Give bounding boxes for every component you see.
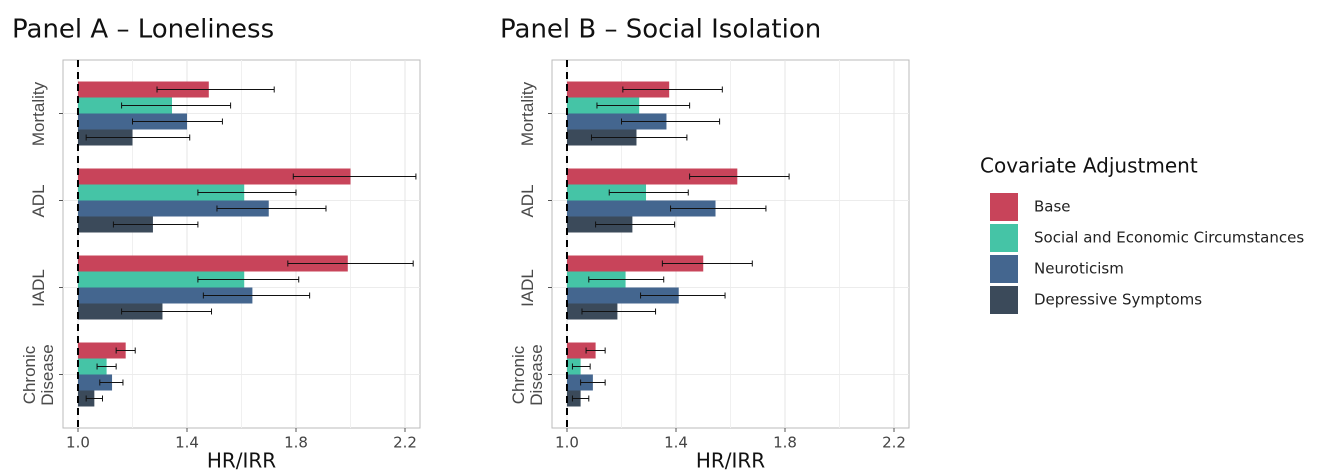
legend-swatch	[990, 286, 1018, 314]
error-bar	[96, 363, 117, 370]
legend-label: Social and Economic Circumstances	[1034, 229, 1304, 247]
bar	[77, 374, 113, 391]
legend-swatch	[990, 224, 1018, 252]
error-bar	[581, 308, 657, 315]
legend-label: Base	[1034, 198, 1071, 216]
bar	[77, 303, 163, 320]
error-bar	[661, 260, 753, 267]
y-tick-label: Chronic Disease	[20, 343, 57, 406]
error-bar	[580, 379, 606, 386]
error-bar	[131, 118, 223, 125]
x-tick-label: 1.0	[66, 434, 90, 452]
x-tick-label: 2.2	[393, 434, 417, 452]
y-tick-label: Chronic Disease	[509, 343, 546, 406]
bar	[566, 287, 679, 304]
bar	[77, 255, 348, 272]
error-bar	[640, 292, 726, 299]
error-bar	[99, 379, 124, 386]
error-bar	[622, 86, 723, 93]
bar	[77, 358, 107, 375]
x-tick-label: 2.2	[882, 434, 906, 452]
x-tick-label: 1.0	[555, 434, 579, 452]
legend-label: Depressive Symptoms	[1034, 291, 1202, 309]
legend-swatch	[990, 255, 1018, 283]
bar	[566, 374, 593, 391]
error-bar	[121, 308, 213, 315]
error-bar	[591, 134, 688, 141]
error-bar	[112, 221, 199, 228]
x-axis-title: HR/IRR	[207, 449, 276, 473]
error-bar	[571, 395, 590, 402]
error-bar	[287, 260, 414, 267]
bar	[77, 81, 209, 98]
bar	[77, 200, 269, 217]
error-bar	[585, 347, 606, 354]
y-tick-label: IADL	[29, 268, 48, 307]
error-bar	[85, 395, 104, 402]
error-bar	[115, 347, 136, 354]
error-bar	[596, 102, 691, 109]
legend-swatch	[990, 193, 1018, 221]
error-bar	[571, 363, 591, 370]
error-bar	[156, 86, 275, 93]
legend-title: Covariate Adjustment	[980, 154, 1198, 178]
y-tick-label: IADL	[518, 268, 537, 307]
x-tick-label: 1.4	[175, 434, 199, 452]
error-bar	[197, 276, 300, 283]
bar	[77, 168, 351, 185]
bar	[566, 184, 647, 201]
bar	[77, 184, 245, 201]
y-tick-label: ADL	[518, 183, 537, 218]
y-tick-label: ADL	[29, 183, 48, 218]
error-bar	[216, 205, 327, 212]
panel-title: Panel B – Social Isolation	[500, 15, 821, 45]
error-bar	[85, 134, 191, 141]
bar	[566, 113, 667, 130]
bar	[77, 342, 126, 359]
error-bar	[197, 189, 297, 196]
legend-label: Neuroticism	[1034, 260, 1124, 278]
y-tick-label: Mortality	[518, 81, 537, 146]
bar	[77, 271, 245, 288]
error-bar	[588, 276, 665, 283]
bar	[77, 287, 253, 304]
x-tick-label: 1.8	[773, 434, 797, 452]
error-bar	[608, 189, 689, 196]
error-bar	[121, 102, 232, 109]
x-axis-title: HR/IRR	[696, 449, 765, 473]
error-bar	[620, 118, 721, 125]
error-bar	[595, 221, 676, 228]
bar	[566, 81, 670, 98]
x-tick-label: 1.4	[664, 434, 688, 452]
error-bar	[202, 292, 311, 299]
bar	[566, 255, 704, 272]
error-bar	[689, 173, 790, 180]
bar	[566, 168, 738, 185]
error-bar	[670, 205, 767, 212]
panel-title: Panel A – Loneliness	[12, 15, 274, 45]
bar	[566, 342, 596, 359]
bar	[566, 200, 716, 217]
x-tick-label: 1.8	[284, 434, 308, 452]
error-bar	[292, 173, 417, 180]
y-tick-label: Mortality	[29, 81, 48, 146]
